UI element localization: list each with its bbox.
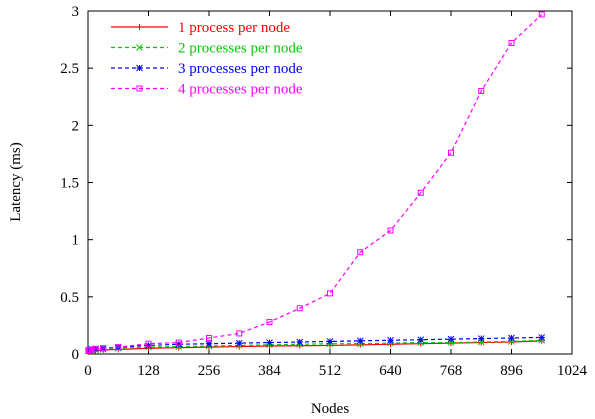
data-point-marker [136,64,143,72]
data-point-marker [236,330,243,337]
axis-ticks [87,10,573,355]
legend: 1 process per node 2 processes per node 3 … [111,20,303,98]
x-tick-label: 768 [440,363,463,379]
y-tick-label: 2.5 [60,61,79,77]
data-point-marker [266,339,273,346]
x-tick-label: 896 [500,363,523,379]
legend-label: 1 process per node [178,20,290,36]
data-point-marker [235,339,243,347]
series-1 [85,337,545,355]
y-axis-label: Latency (ms) [8,142,24,222]
x-axis-label: Nodes [311,401,349,417]
legend-label: 3 processes per node [178,61,303,77]
data-point-marker [296,338,304,346]
x-tick-label: 128 [137,363,160,379]
x-tick-label: 384 [258,363,281,379]
data-point-marker [417,336,425,344]
x-tick-label: 640 [379,363,402,379]
data-point-marker [136,85,143,92]
data-point-marker [266,318,273,325]
y-tick-label: 2 [72,118,80,134]
data-point-marker [115,344,122,351]
axis-tick-labels: 0 128 256 384 512 640 768 896 1024 0 0.5 1 1.5 2 2.5 3 [60,4,587,379]
data-point-marker [136,24,143,30]
legend-entry-2: 2 processes per node [111,41,303,57]
series-group [85,11,546,355]
y-tick-label: 1 [72,233,80,249]
data-point-marker [327,290,333,297]
data-point-marker [88,346,95,353]
data-point-marker [86,346,93,353]
x-tick-label: 0 [84,363,92,379]
data-point-marker [92,345,99,352]
y-tick-label: 1.5 [60,176,79,192]
legend-entry-1: 1 process per node [111,20,290,36]
data-point-marker [448,149,454,156]
data-point-marker [478,88,485,95]
y-tick-label: 3 [72,4,80,20]
data-point-marker [538,334,546,341]
legend-entry-4: 4 processes per node [111,82,303,98]
x-tick-label: 512 [319,363,342,379]
data-point-marker [326,338,334,345]
data-point-marker [538,11,545,18]
data-point-marker [100,345,107,352]
legend-label: 2 processes per node [178,41,303,57]
x-tick-label: 1024 [557,363,588,379]
data-point-marker [508,334,515,342]
data-point-marker [387,336,394,344]
series-line [88,13,543,352]
legend-entry-3: 3 processes per node [111,61,303,77]
data-point-marker [357,249,364,256]
data-point-marker [296,305,303,312]
y-tick-label: 0 [72,347,80,363]
x-tick-label: 256 [198,363,221,379]
data-point-marker [477,335,485,342]
data-point-marker [508,40,515,47]
data-point-marker [447,335,455,343]
data-point-marker [206,334,212,341]
data-point-marker [145,340,152,347]
data-point-marker [387,227,394,234]
series-line [88,339,542,352]
y-tick-label: 0.5 [60,290,79,306]
data-point-marker [417,189,424,196]
series-4 [85,11,545,354]
legend-label: 4 processes per node [178,82,303,98]
data-point-marker [136,44,143,51]
data-point-marker [356,337,364,345]
data-point-marker [175,339,182,346]
data-point-marker [205,340,213,348]
series-line [88,336,542,352]
